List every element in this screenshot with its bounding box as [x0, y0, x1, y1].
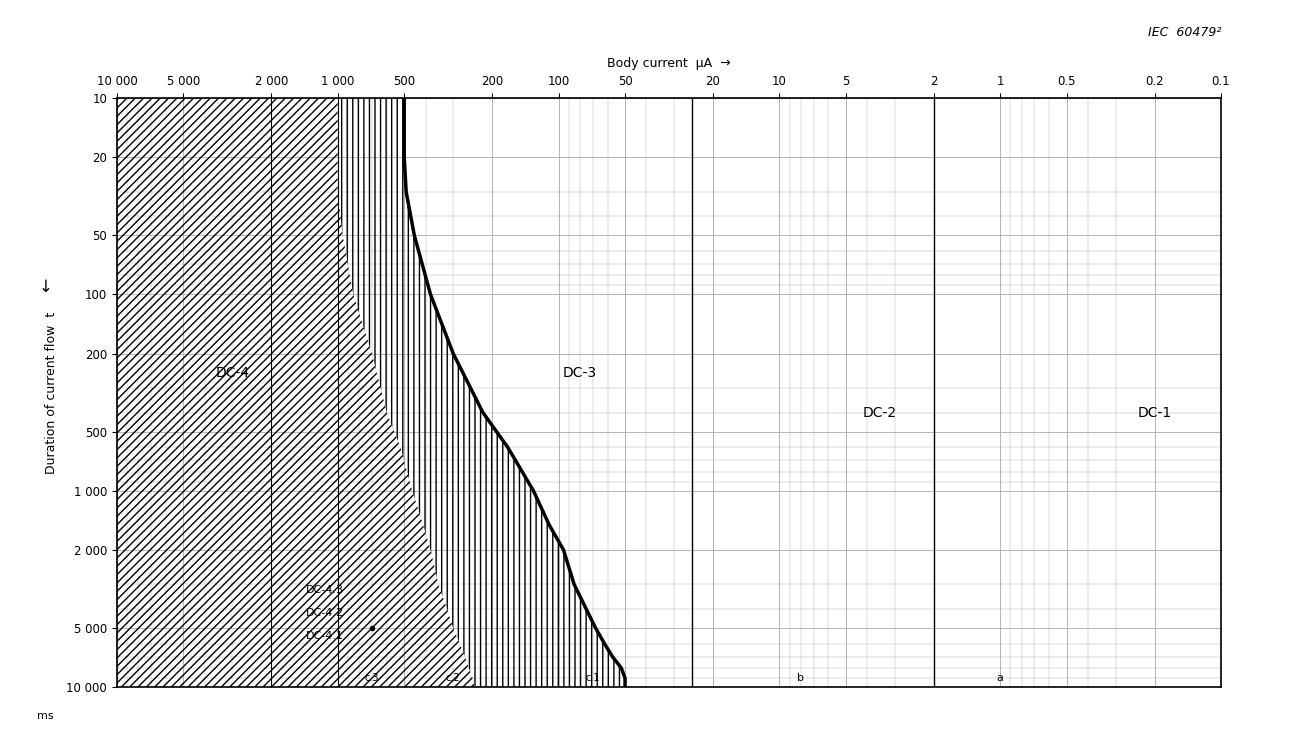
Y-axis label: Duration of current flow  t: Duration of current flow t	[45, 312, 58, 473]
Text: ms: ms	[36, 710, 53, 720]
Text: ↓: ↓	[39, 278, 52, 296]
Text: DC-4.3: DC-4.3	[305, 585, 343, 595]
Text: DC-4.1: DC-4.1	[305, 631, 343, 641]
Text: c.2: c.2	[446, 673, 461, 683]
Text: DC-4.2: DC-4.2	[305, 608, 344, 618]
Text: c.1: c.1	[586, 673, 600, 683]
Text: DC-4: DC-4	[216, 365, 249, 380]
Text: DC-1: DC-1	[1138, 405, 1172, 420]
Text: IEC  60479²: IEC 60479²	[1148, 26, 1221, 39]
Text: b: b	[798, 673, 804, 683]
Text: a: a	[996, 673, 1004, 683]
X-axis label: Body current  μA  →: Body current μA →	[607, 57, 731, 70]
Text: DC-3: DC-3	[562, 365, 598, 380]
Text: DC-2: DC-2	[863, 405, 898, 420]
Text: c.3: c.3	[365, 673, 379, 683]
